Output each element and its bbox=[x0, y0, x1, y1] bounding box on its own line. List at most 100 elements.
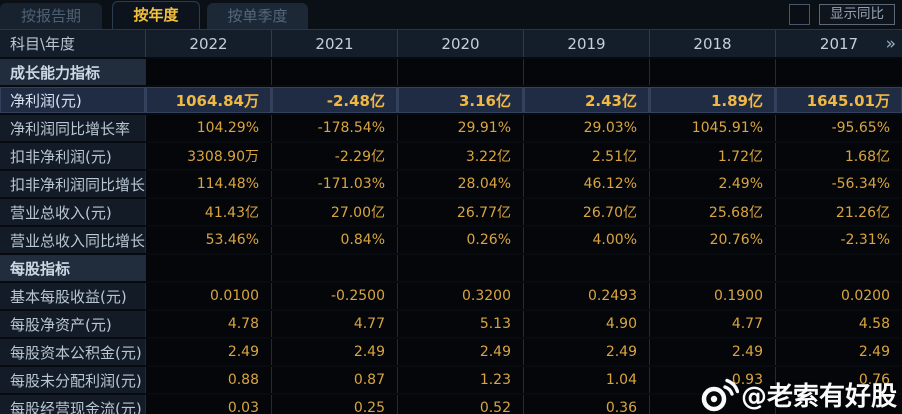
table-row[interactable]: 净利润同比增长率 104.29% -178.54% 29.91% 29.03% 1045.… bbox=[0, 115, 902, 141]
financial-table: 科目\年度 2022 2021 2020 2019 2018 2017 » 成长能力指标 净利… bbox=[0, 29, 902, 414]
cell-value: 2.49 bbox=[523, 339, 649, 365]
cell-value bbox=[775, 255, 902, 281]
cell-value: 114.48% bbox=[145, 171, 271, 197]
cell-value: -56.34% bbox=[775, 171, 902, 197]
cell-value: 0.1900 bbox=[649, 283, 775, 309]
cell-value: 4.90 bbox=[523, 311, 649, 337]
year-column-header: 2019 bbox=[523, 30, 649, 57]
show-yoy-checkbox[interactable] bbox=[789, 4, 810, 25]
table-row: 成长能力指标 bbox=[0, 59, 902, 85]
cell-value: 29.91% bbox=[397, 115, 523, 141]
cell-value bbox=[775, 395, 902, 414]
tab-by-year[interactable]: 按年度 bbox=[112, 1, 200, 29]
cell-value: 46.12% bbox=[523, 171, 649, 197]
row-label: 扣非净利润(元) bbox=[0, 143, 145, 169]
table-row[interactable]: 扣非净利润同比增长率114.48%-171.03%28.04%46.12%2.4… bbox=[0, 171, 902, 197]
cell-value: 0.2493 bbox=[523, 283, 649, 309]
cell-value: -2.31% bbox=[775, 227, 902, 253]
more-years-icon[interactable]: » bbox=[885, 33, 897, 54]
cell-value: 0.87 bbox=[271, 367, 397, 393]
cell-value: 26.77亿 bbox=[397, 199, 523, 225]
year-column-header: 2022 bbox=[145, 30, 271, 57]
cell-value: 2.51亿 bbox=[523, 143, 649, 169]
table-row[interactable]: 营业总收入(元) 41.43亿 27.00亿 26.77亿 26.70亿 25.68亿 21… bbox=[0, 199, 902, 225]
cell-value bbox=[649, 255, 775, 281]
cell-value: 4.58 bbox=[775, 311, 902, 337]
cell-value: 0.03 bbox=[145, 395, 271, 414]
cell-value: -171.03% bbox=[271, 171, 397, 197]
year-column-header: 2021 bbox=[271, 30, 397, 57]
cell-value: 1.04 bbox=[523, 367, 649, 393]
cell-value: 0.84% bbox=[271, 227, 397, 253]
table-header-row: 科目\年度 2022 2021 2020 2019 2018 2017 » bbox=[0, 30, 902, 57]
row-label: 营业总收入同比增长率 bbox=[0, 227, 145, 253]
table-row[interactable]: 营业总收入同比增长率53.46%0.84%0.26%4.00%20.76%-2.… bbox=[0, 227, 902, 253]
cell-value: -2.48亿 bbox=[271, 87, 397, 113]
cell-value bbox=[523, 59, 649, 85]
cell-value: 1045.91% bbox=[649, 115, 775, 141]
cell-value: 1.89亿 bbox=[649, 87, 775, 113]
cell-value: 5.13 bbox=[397, 311, 523, 337]
tab-by-quarter[interactable]: 按单季度 bbox=[207, 3, 308, 29]
cell-value: 2.49 bbox=[145, 339, 271, 365]
table-row[interactable]: 每股未分配利润(元) 0.88 0.87 1.23 1.04 0.93 0.76 bbox=[0, 367, 902, 393]
row-label: 成长能力指标 bbox=[0, 59, 145, 85]
year-label: 2020 bbox=[441, 34, 480, 53]
year-label: 2018 bbox=[693, 34, 732, 53]
tab-report-period[interactable]: 按报告期 bbox=[0, 3, 102, 29]
row-label: 基本每股收益(元) bbox=[0, 283, 145, 309]
year-label: 2022 bbox=[189, 34, 228, 53]
year-label: 2017 bbox=[819, 34, 859, 53]
year-column-header: 2018 bbox=[649, 30, 775, 57]
cell-value: 0.93 bbox=[649, 367, 775, 393]
table-row[interactable]: 扣非净利润(元) 3308.90万 -2.29亿 3.22亿 2.51亿 1.72亿 1.6… bbox=[0, 143, 902, 169]
corner-header: 科目\年度 bbox=[0, 30, 145, 57]
row-label: 每股经营现金流(元) bbox=[0, 395, 145, 414]
cell-value: 0.52 bbox=[397, 395, 523, 414]
row-label: 每股资本公积金(元) bbox=[0, 339, 145, 365]
cell-value bbox=[397, 255, 523, 281]
cell-value: 2.49 bbox=[649, 339, 775, 365]
cell-value: 2.49% bbox=[649, 171, 775, 197]
cell-value: 2.49 bbox=[397, 339, 523, 365]
cell-value: 20.76% bbox=[649, 227, 775, 253]
period-tabbar: 按报告期 按年度 按单季度 显示同比 bbox=[0, 0, 902, 29]
row-label: 每股指标 bbox=[0, 255, 145, 281]
cell-value: 29.03% bbox=[523, 115, 649, 141]
table-row[interactable]: 基本每股收益(元) 0.0100 -0.2500 0.3200 0.2493 0.1900… bbox=[0, 283, 902, 309]
cell-value: 4.00% bbox=[523, 227, 649, 253]
cell-value: 1.68亿 bbox=[775, 143, 902, 169]
cell-value: 3308.90万 bbox=[145, 143, 271, 169]
cell-value: 0.0100 bbox=[145, 283, 271, 309]
row-label: 每股净资产(元) bbox=[0, 311, 145, 337]
year-label: 2021 bbox=[315, 34, 354, 53]
table-row: 每股指标 bbox=[0, 255, 902, 281]
cell-value bbox=[271, 255, 397, 281]
year-column-header: 2017 » bbox=[775, 30, 902, 57]
show-yoy-label[interactable]: 显示同比 bbox=[819, 4, 895, 25]
table-row[interactable]: 每股经营现金流(元) 0.03 0.25 0.52 0.36 bbox=[0, 395, 902, 414]
cell-value: -2.29亿 bbox=[271, 143, 397, 169]
cell-value bbox=[145, 59, 271, 85]
cell-value: -0.2500 bbox=[271, 283, 397, 309]
table-row[interactable]: 每股净资产(元) 4.78 4.77 5.13 4.90 4.77 4.58 bbox=[0, 311, 902, 337]
cell-value: 1645.01万 bbox=[775, 87, 902, 113]
cell-value: 4.77 bbox=[271, 311, 397, 337]
cell-value: 21.26亿 bbox=[775, 199, 902, 225]
cell-value: 2.49 bbox=[271, 339, 397, 365]
cell-value: 2.43亿 bbox=[523, 87, 649, 113]
cell-value: 1.72亿 bbox=[649, 143, 775, 169]
table-row[interactable]: 每股资本公积金(元) 2.49 2.49 2.49 2.49 2.49 2.49 bbox=[0, 339, 902, 365]
row-label: 扣非净利润同比增长率 bbox=[0, 171, 145, 197]
cell-value: 2.49 bbox=[775, 339, 902, 365]
show-yoy-controls: 显示同比 bbox=[789, 4, 895, 25]
table-body: 成长能力指标 净利润(元) 1064.84万 -2.48亿 3.16亿 2.43亿 1.89… bbox=[0, 59, 902, 414]
cell-value: -95.65% bbox=[775, 115, 902, 141]
cell-value: 1.23 bbox=[397, 367, 523, 393]
cell-value: 3.16亿 bbox=[397, 87, 523, 113]
cell-value: 0.26% bbox=[397, 227, 523, 253]
cell-value: -178.54% bbox=[271, 115, 397, 141]
table-row[interactable]: 净利润(元) 1064.84万 -2.48亿 3.16亿 2.43亿 1.89亿 1645.… bbox=[0, 87, 902, 113]
cell-value: 27.00亿 bbox=[271, 199, 397, 225]
